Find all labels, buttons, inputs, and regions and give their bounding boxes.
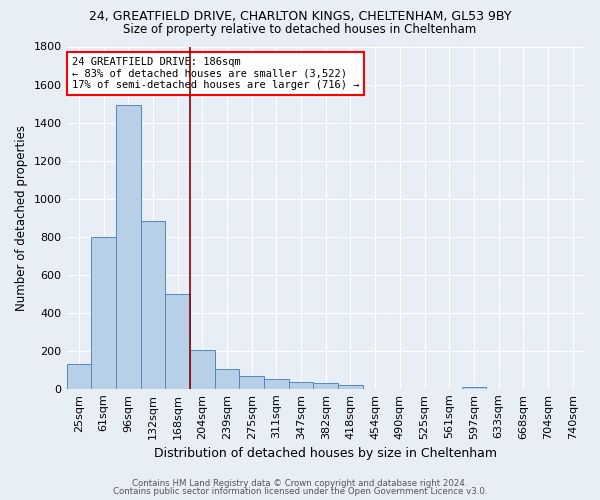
Y-axis label: Number of detached properties: Number of detached properties: [15, 124, 28, 310]
Text: 24 GREATFIELD DRIVE: 186sqm
← 83% of detached houses are smaller (3,522)
17% of : 24 GREATFIELD DRIVE: 186sqm ← 83% of det…: [72, 57, 359, 90]
Text: Contains public sector information licensed under the Open Government Licence v3: Contains public sector information licen…: [113, 487, 487, 496]
Bar: [338, 385, 363, 389]
Text: 24, GREATFIELD DRIVE, CHARLTON KINGS, CHELTENHAM, GL53 9BY: 24, GREATFIELD DRIVE, CHARLTON KINGS, CH…: [89, 10, 511, 23]
Bar: [165, 294, 190, 389]
Text: Contains HM Land Registry data © Crown copyright and database right 2024.: Contains HM Land Registry data © Crown c…: [132, 478, 468, 488]
Text: Size of property relative to detached houses in Cheltenham: Size of property relative to detached ho…: [124, 22, 476, 36]
Bar: [264, 380, 289, 389]
Bar: [67, 364, 91, 389]
Bar: [239, 376, 264, 389]
Bar: [313, 384, 338, 389]
Bar: [215, 369, 239, 389]
Bar: [190, 350, 215, 389]
X-axis label: Distribution of detached houses by size in Cheltenham: Distribution of detached houses by size …: [154, 447, 497, 460]
Bar: [140, 222, 165, 389]
Bar: [91, 236, 116, 389]
Bar: [461, 386, 486, 389]
Bar: [116, 106, 140, 389]
Bar: [289, 382, 313, 389]
